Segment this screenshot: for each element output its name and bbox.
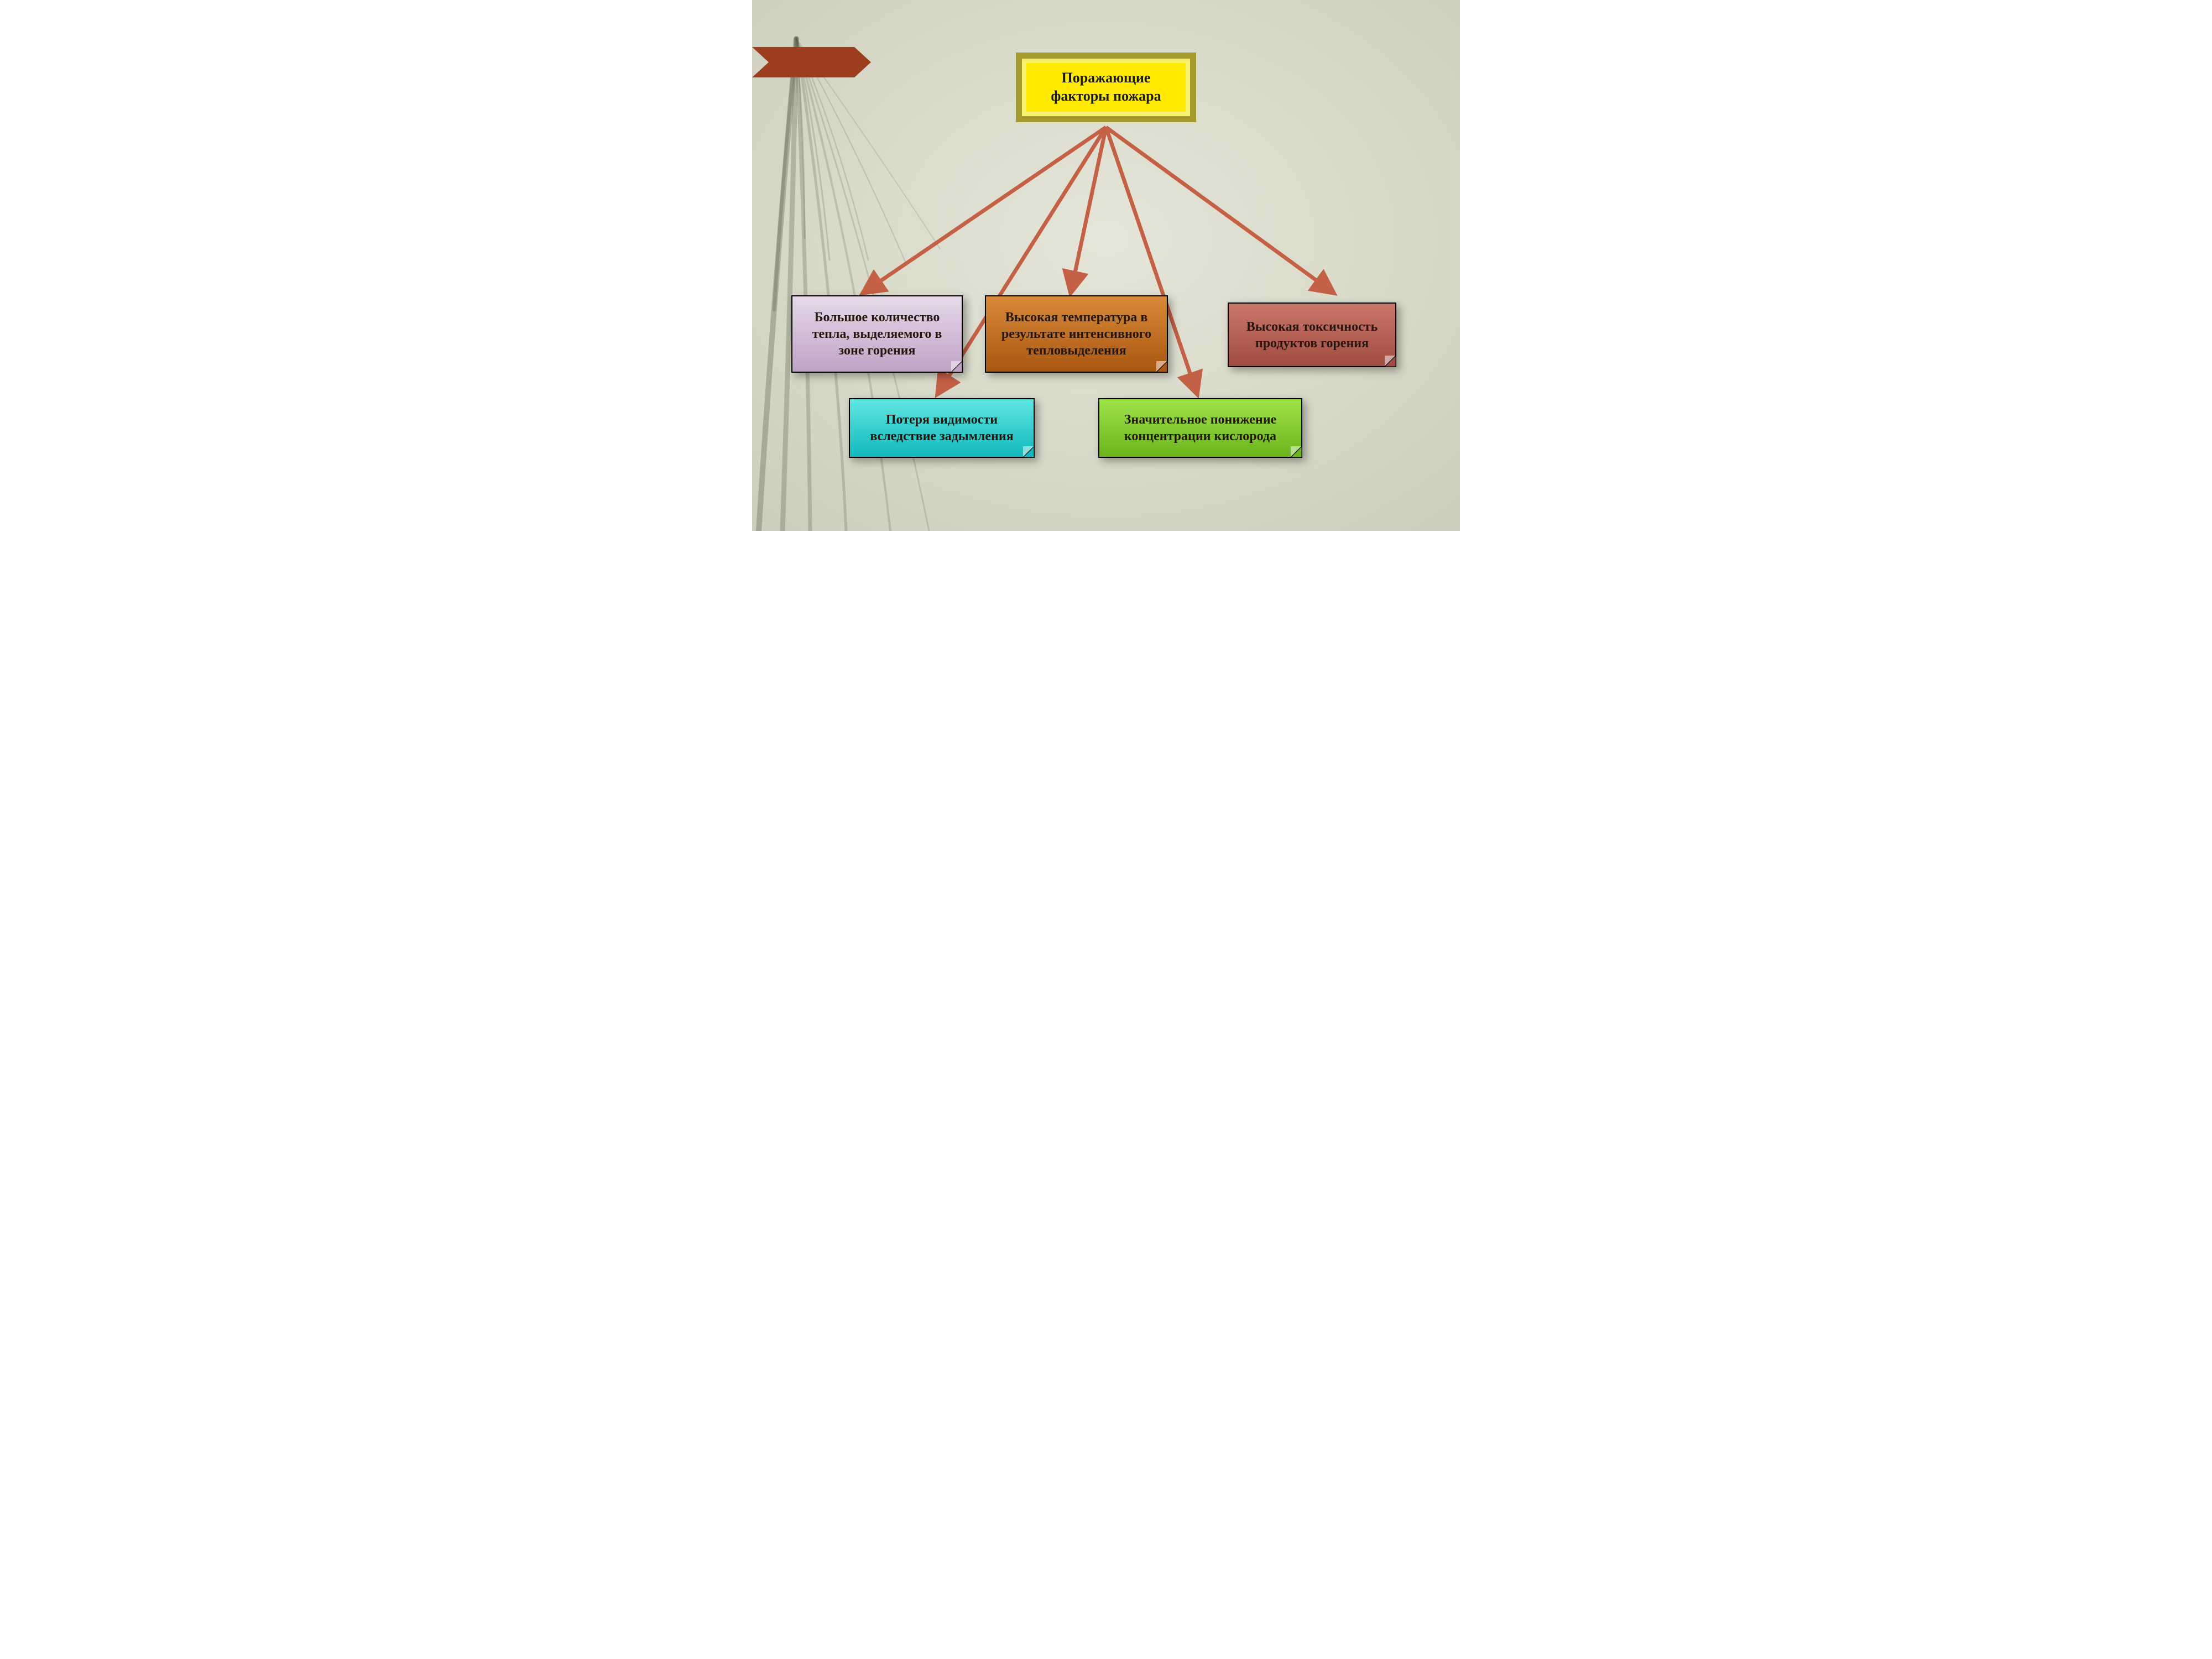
factor-temperature-line2: результате интенсивного xyxy=(1001,327,1151,341)
factor-box-heat: Большое количество тепла, выделяемого в зо… xyxy=(791,295,963,373)
dogear-icon xyxy=(951,361,962,372)
factor-text-toxicity: Высокая токсичность продуктов горения xyxy=(1246,319,1378,352)
dogear-icon xyxy=(1385,356,1396,367)
dogear-icon xyxy=(1023,446,1034,457)
factor-toxicity-line2: продуктов горения xyxy=(1255,336,1369,351)
factor-text-heat: Большое количество тепла, выделяемого в зо… xyxy=(812,309,942,359)
title-line1: Поражающие xyxy=(1062,70,1151,86)
factor-heat-line1: Большое количество xyxy=(815,310,940,325)
dogear-icon xyxy=(1291,446,1302,457)
factor-temperature-line1: Высокая температура в xyxy=(1005,310,1148,325)
factor-text-temperature: Высокая температура в результате интенсив… xyxy=(1001,309,1151,359)
factor-box-temperature: Высокая температура в результате интенсив… xyxy=(985,295,1168,373)
factor-text-oxygen: Значительное понижение концентрации кисло… xyxy=(1124,411,1277,445)
title-text: Поражающие факторы пожара xyxy=(1051,69,1161,105)
factor-heat-line3: зоне горения xyxy=(839,343,916,358)
factor-oxygen-line2: концентрации кислорода xyxy=(1124,429,1276,444)
factor-box-toxicity: Высокая токсичность продуктов горения xyxy=(1228,302,1396,367)
factor-heat-line2: тепла, выделяемого в xyxy=(812,327,942,341)
title-box: Поражающие факторы пожара xyxy=(1026,63,1186,112)
factor-box-visibility: Потеря видимости вследствие задымления xyxy=(849,398,1035,458)
factor-temperature-line3: тепловыделения xyxy=(1026,343,1126,358)
factor-toxicity-line1: Высокая токсичность xyxy=(1246,320,1378,334)
factor-visibility-line1: Потеря видимости xyxy=(886,413,998,427)
factor-visibility-line2: вследствие задымления xyxy=(870,429,1013,444)
dogear-icon xyxy=(1156,361,1167,372)
title-line2: факторы пожара xyxy=(1051,88,1161,104)
factor-box-oxygen: Значительное понижение концентрации кисло… xyxy=(1098,398,1302,458)
decorative-arrow-tab xyxy=(752,47,871,77)
factor-oxygen-line1: Значительное понижение xyxy=(1124,413,1277,427)
factor-text-visibility: Потеря видимости вследствие задымления xyxy=(870,411,1013,445)
